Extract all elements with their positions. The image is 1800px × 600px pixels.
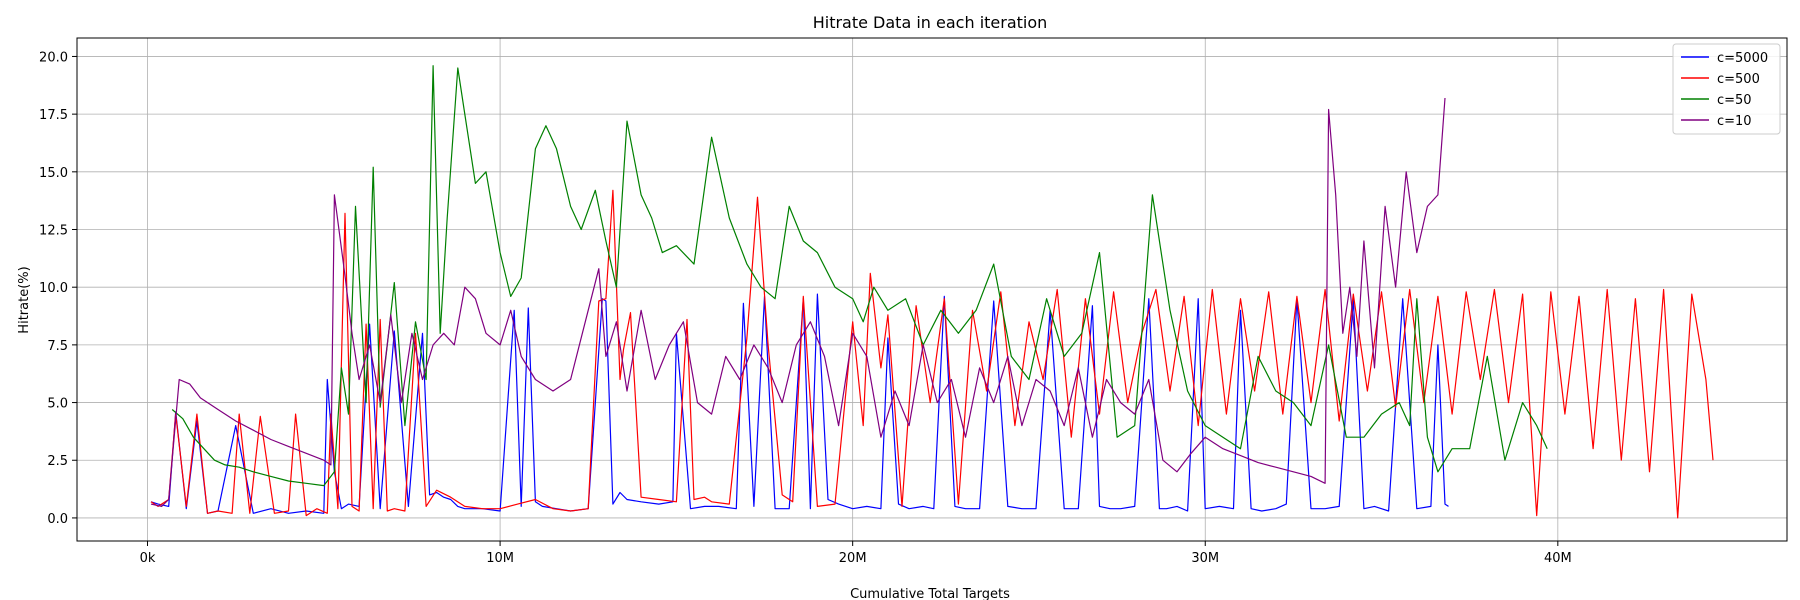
x-tick-label: 10M: [486, 551, 514, 566]
y-tick-label: 2.5: [47, 454, 68, 469]
grid: [77, 38, 1787, 541]
y-tick-label: 15.0: [39, 166, 68, 181]
legend-box: [1672, 43, 1781, 135]
y-tick-label: 12.5: [39, 224, 68, 239]
plot-frame: [76, 37, 1788, 542]
y-tick-label: 5.0: [47, 397, 68, 412]
series-layer: [150, 65, 1714, 519]
y-tick-label: 0.0: [47, 512, 68, 527]
x-tick-label: 20M: [839, 551, 867, 566]
y-tick-label: 7.5: [47, 339, 68, 354]
y-axis: 0.0 2.5 5.0 7.5 10.0 12.5 15.0 17.5 20.0: [39, 50, 77, 527]
y-axis-label: Hitrate(%): [17, 266, 32, 333]
legend-label: c=5000: [1717, 51, 1768, 66]
legend-label: c=500: [1717, 72, 1760, 87]
x-tick-label: 30M: [1191, 551, 1219, 566]
y-tick-label: 20.0: [39, 50, 68, 65]
series-line-c-10: [150, 97, 1446, 507]
series-line-c-500: [150, 189, 1714, 519]
chart-title: Hitrate Data in each iteration: [813, 13, 1048, 32]
series-line-c-50: [171, 65, 1548, 487]
y-tick-label: 17.5: [39, 108, 68, 123]
x-tick-label: 40M: [1544, 551, 1572, 566]
legend: c=5000 c=500 c=50 c=10: [1672, 43, 1781, 135]
y-tick-label: 10.0: [39, 281, 68, 296]
legend-label: c=10: [1717, 114, 1752, 129]
x-axis: 0k 10M 20M 30M 40M: [140, 541, 1572, 566]
x-tick-label: 0k: [140, 551, 156, 566]
legend-label: c=50: [1717, 93, 1752, 108]
series-line-c-5000: [150, 293, 1449, 514]
x-axis-label: Cumulative Total Targets: [850, 587, 1010, 600]
